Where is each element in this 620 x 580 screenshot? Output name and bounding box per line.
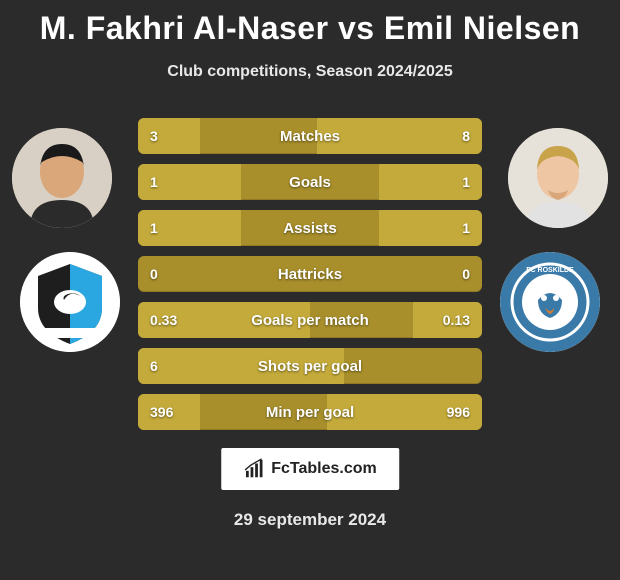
stat-value-right: 8 [462,128,470,144]
stat-value-left: 6 [150,358,158,374]
date-text: 29 september 2024 [0,510,620,530]
stat-value-right: 996 [447,404,470,420]
comparison-rows: 3 Matches 8 1 Goals 1 1 Assists 1 0 Hatt… [138,118,482,440]
stat-value-left: 0 [150,266,158,282]
player-avatar-right [508,128,608,228]
chart-icon [243,458,265,480]
watermark-text: FcTables.com [271,460,377,478]
player-avatar-left [12,128,112,228]
stat-row: 1 Goals 1 [138,164,482,200]
person-icon [12,128,112,228]
svg-text:FC ROSKILDE: FC ROSKILDE [526,267,574,274]
stat-fill-right [317,118,482,154]
stat-value-right: 0.13 [443,312,470,328]
club-crest-icon: FC ROSKILDE [500,252,600,352]
stat-row: 0 Hattricks 0 [138,256,482,292]
club-logo-right: FC ROSKILDE [500,252,600,352]
stat-label: Assists [283,220,336,237]
stat-fill-left [138,118,200,154]
page-subtitle: Club competitions, Season 2024/2025 [0,63,620,81]
stat-value-left: 0.33 [150,312,177,328]
stat-value-left: 3 [150,128,158,144]
stat-row: 6 Shots per goal [138,348,482,384]
club-logo-left [20,252,120,352]
stat-value-left: 1 [150,174,158,190]
stat-label: Matches [280,128,340,145]
stat-label: Goals per match [251,312,369,329]
page-title: M. Fakhri Al-Naser vs Emil Nielsen [0,0,620,47]
stat-value-right: 0 [462,266,470,282]
shield-icon [20,252,120,352]
stat-label: Goals [289,174,331,191]
stat-value-right: 1 [462,220,470,236]
stat-value-left: 1 [150,220,158,236]
stat-label: Hattricks [278,266,342,283]
stat-row: 396 Min per goal 996 [138,394,482,430]
stat-row: 0.33 Goals per match 0.13 [138,302,482,338]
stat-label: Shots per goal [258,358,362,375]
stat-value-left: 396 [150,404,173,420]
stat-row: 1 Assists 1 [138,210,482,246]
watermark-badge: FcTables.com [221,448,399,490]
stat-label: Min per goal [266,404,354,421]
stat-row: 3 Matches 8 [138,118,482,154]
person-icon [508,128,608,228]
stat-value-right: 1 [462,174,470,190]
